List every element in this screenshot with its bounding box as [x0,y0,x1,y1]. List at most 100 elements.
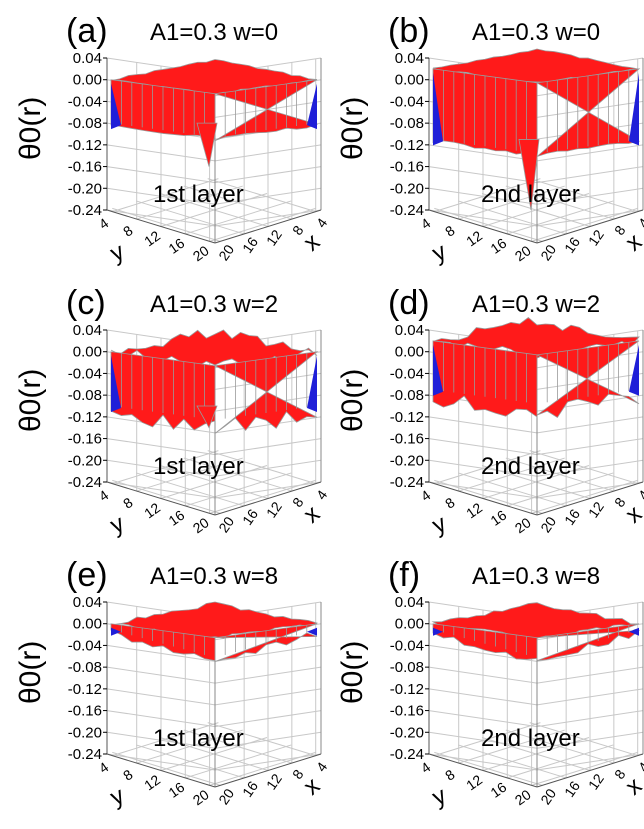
surface-spike [196,405,218,429]
floor-gridline [529,178,638,213]
x-tick-label: 4 [635,487,644,503]
floor-gridline [507,200,614,235]
z-tick-label: -0.08 [68,659,102,676]
x-tick-label: 16 [239,778,261,800]
z-axis-label-text: θ0(r) [336,369,369,432]
param-label: A1=0.3 w=0 [472,19,600,46]
floor-gridline [209,751,316,786]
x-tick-label: 4 [313,759,331,775]
layer-label: 1st layer [153,181,244,208]
param-label: A1=0.3 w=2 [150,291,278,318]
y-tick-label: 12 [141,499,163,521]
z-tick-label: 0.00 [73,344,102,361]
z-tick-label: 0.04 [73,50,102,67]
floor-gridline [183,185,292,220]
param-label: A1=0.3 w=0 [150,19,278,46]
x-tick-label: 20 [215,785,237,807]
panel-label: (d) [388,284,430,322]
y-axis-label: y [428,238,450,268]
floor-gridline [183,457,292,492]
x-axis-line [536,753,644,788]
y-tick-label: 8 [120,766,136,784]
y-tick-label: 20 [512,242,534,264]
x-axis-line [214,209,322,244]
z-axis-label: θ0(r) [336,97,369,160]
z-tick-label: -0.04 [390,365,424,382]
y-tick-label: 12 [463,227,485,249]
y-axis-line [106,753,216,788]
x-tick-label: 12 [585,226,607,248]
z-tick-label: 0.00 [395,616,424,633]
z-tick-label: -0.12 [390,137,424,154]
floor-gridline [531,479,638,514]
floor-gridline [207,178,316,213]
z-tick-label: -0.08 [68,115,102,132]
x-tick-label: 4 [313,487,331,503]
panel-d: (d) A1=0.3 w=2 2nd layer 0.04 0.00 -0.04 -0.08… [336,284,644,539]
surface-underside [433,627,443,636]
y-tick-label: 12 [463,771,485,793]
x-axis-line [536,481,644,516]
y-tick-label: 4 [96,487,112,505]
z-axis-label-text: θ0(r) [336,97,369,160]
x-tick-label: 20 [215,241,237,263]
x-tick-label: 20 [537,785,559,807]
y-tick-label: 8 [442,494,458,512]
layer-label: 2nd layer [481,725,580,752]
z-tick-label: 0.00 [73,72,102,89]
floor-gridline [529,450,638,485]
layer-label: 1st layer [153,725,244,752]
z-tick-label: 0.04 [395,594,424,611]
z-axis-label: θ0(r) [336,641,369,704]
x-tick-label: 20 [537,241,559,263]
x-axis-label: x [299,228,326,256]
y-axis-line [428,753,538,788]
surface-underside [629,627,639,636]
z-tick-label: -0.24 [68,474,102,491]
floor-gridline [183,729,292,764]
y-axis-label: y [428,510,450,540]
z-axis-label-text: θ0(r) [14,369,47,432]
x-tick-label: 12 [263,770,285,792]
y-tick-label: 16 [487,779,509,801]
z-tick-label: -0.12 [390,409,424,426]
y-axis-label: y [106,510,128,540]
x-tick-label: 16 [239,506,261,528]
y-tick-label: 8 [442,766,458,784]
floor-gridline [159,737,269,771]
floor-gridline [481,465,591,499]
z-tick-label: 0.04 [73,594,102,611]
z-tick-label: -0.16 [68,703,102,720]
z-tick-label: 0.04 [395,50,424,67]
z-tick-label: 0.04 [395,322,424,339]
z-axis-label: θ0(r) [336,369,369,432]
y-tick-label: 16 [165,507,187,529]
x-axis-label: x [299,500,326,528]
surface-underside [433,344,443,396]
surface-underside [111,355,121,412]
z-tick-label: -0.04 [68,637,102,654]
x-tick-label: 4 [635,759,644,775]
x-axis-line [214,481,322,516]
surface [432,48,641,211]
panel-c: (c) A1=0.3 w=2 1st layer 0.04 0.00 -0.04 -0.08… [14,284,331,539]
y-tick-label: 20 [190,242,212,264]
z-tick-label: 0.00 [395,72,424,89]
z-tick-label: -0.20 [390,180,424,197]
z-tick-label: -0.20 [68,180,102,197]
surface-side [535,340,640,419]
y-tick-label: 20 [512,514,534,536]
z-tick-label: -0.12 [68,409,102,426]
z-axis-label-text: θ0(r) [14,641,47,704]
z-tick-label: -0.08 [390,659,424,676]
y-tick-label: 4 [418,487,434,505]
floor-gridline [531,751,638,786]
z-tick-label: -0.20 [68,452,102,469]
z-tick-label: -0.16 [68,431,102,448]
x-axis-label: x [621,772,644,800]
z-tick-label: -0.04 [390,93,424,110]
y-axis-line [428,209,538,244]
x-tick-label: 12 [585,498,607,520]
z-tick-label: 0.04 [73,322,102,339]
surface [431,602,641,662]
